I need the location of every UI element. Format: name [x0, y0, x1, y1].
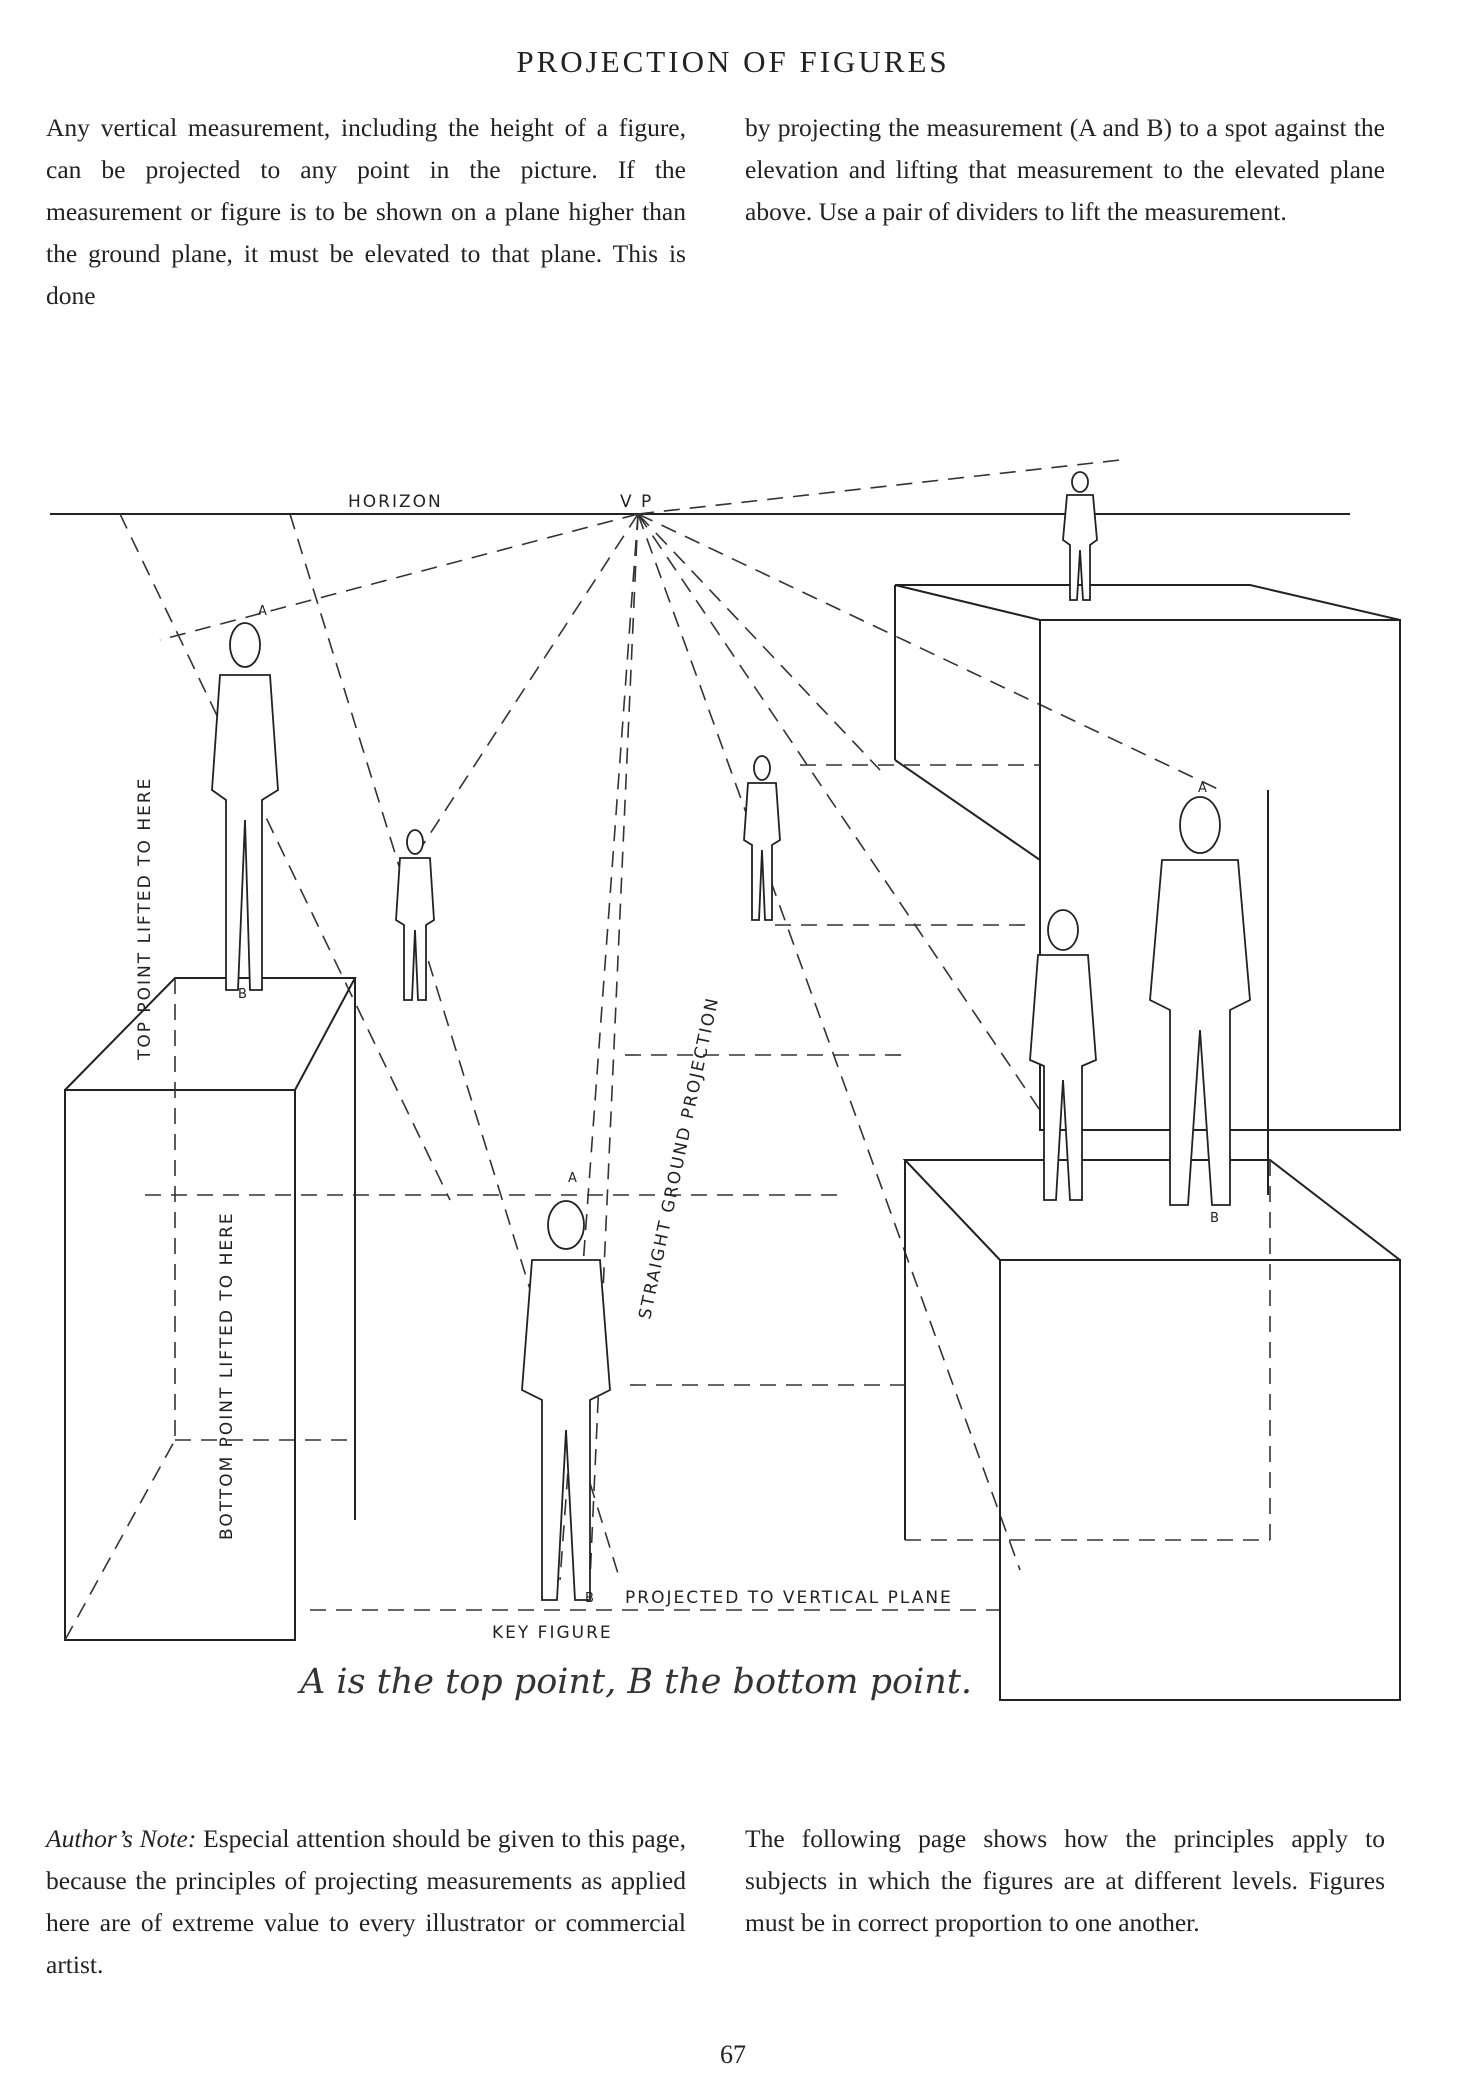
author-note-label: Author’s Note: [46, 1824, 197, 1853]
vanishing-point-label: V P [620, 492, 653, 512]
author-note: Author’s Note: Especial attention should… [46, 1818, 686, 1986]
intro-left-column: Any vertical measurement, including the … [46, 107, 686, 317]
small-left-figure [395, 829, 435, 1001]
bottom-point-lifted-label: BOTTOM POINT LIFTED TO HERE [217, 1211, 237, 1540]
intro-left-text: Any vertical measurement, including the … [46, 113, 686, 310]
right-figure-top-label: A [1198, 781, 1207, 796]
left-figure-bottom-label: B [238, 987, 247, 1002]
key-figure [521, 1200, 611, 1601]
right-upper-box [894, 584, 1401, 1131]
left-figure-top-label: A [258, 604, 267, 619]
right-figure-bottom-label: B [1210, 1211, 1219, 1226]
straight-ground-projection-label: STRAIGHT GROUND PROJECTION [635, 995, 723, 1321]
following-page-column: The following page shows how the princip… [745, 1818, 1385, 1944]
horizon-label: HORIZON [348, 492, 443, 512]
key-figure-top-label: A [568, 1171, 577, 1186]
author-note-column: Author’s Note: Especial attention should… [46, 1818, 686, 1986]
page-number: 67 [720, 2040, 746, 2069]
author-note-text: Especial attention should be given to th… [46, 1824, 686, 1979]
diagram-caption: A is the top point, B the bottom point. [300, 1662, 973, 1702]
perspective-diagram: HORIZON V P [50, 459, 1401, 1701]
left-elevation-box [64, 977, 1000, 1641]
projected-to-vertical-plane-label: PROJECTED TO VERTICAL PLANE [625, 1588, 953, 1608]
intro-right-text: by projecting the measurement (A and B) … [745, 113, 1385, 226]
intro-right-column: by projecting the measurement (A and B) … [745, 107, 1385, 233]
key-figure-label: KEY FIGURE [492, 1623, 613, 1643]
top-point-lifted-label: TOP POINT LIFTED TO HERE [135, 777, 155, 1061]
following-page-text: The following page shows how the princip… [745, 1824, 1385, 1937]
key-figure-bottom-label: B [585, 1591, 594, 1606]
right-lower-box [902, 1159, 1401, 1701]
vanishing-lines [119, 459, 1221, 1581]
top-box-figure [1062, 471, 1098, 601]
left-raised-figure [211, 622, 279, 991]
page-title: PROJECTION OF FIGURES [516, 44, 950, 79]
small-center-figure [743, 755, 781, 921]
right-large-figure [1149, 796, 1251, 1206]
right-mid-figure [1029, 909, 1097, 1201]
